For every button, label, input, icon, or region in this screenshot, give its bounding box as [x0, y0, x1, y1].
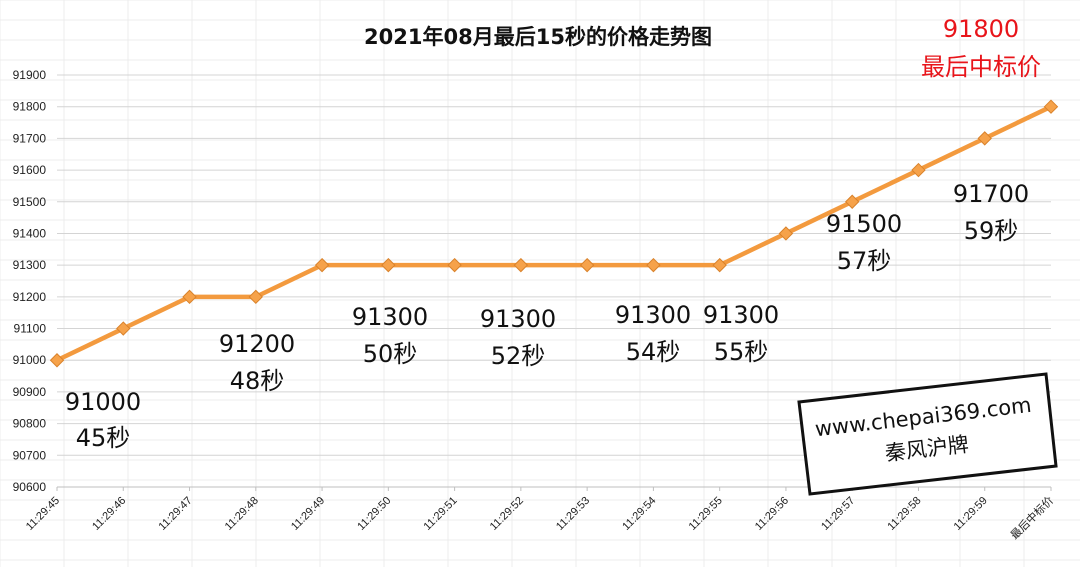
data-point — [513, 257, 529, 273]
annotation-time: 50秒 — [363, 340, 418, 368]
watermark-box — [797, 372, 1058, 496]
data-point — [314, 257, 330, 273]
data-point — [248, 289, 264, 305]
chart-title: 2021年08月最后15秒的价格走势图 — [364, 25, 712, 49]
data-point — [49, 353, 65, 368]
data-point — [182, 289, 197, 305]
y-tick-label: 91300 — [13, 258, 47, 272]
data-point — [1043, 99, 1059, 114]
y-tick-label: 91000 — [13, 353, 47, 367]
annotation-time: 57秒 — [837, 247, 892, 275]
series-line — [56, 104, 1052, 363]
annotation-price: 91800 — [943, 15, 1019, 43]
data-point — [911, 162, 926, 178]
data-point — [447, 257, 462, 273]
y-tick-label: 90600 — [13, 480, 47, 494]
data-point — [712, 257, 727, 273]
annotation-price: 91200 — [219, 330, 295, 358]
y-tick-label: 90900 — [13, 385, 47, 399]
data-point — [579, 257, 595, 273]
annotation-price: 91000 — [65, 388, 141, 416]
annotation-time: 48秒 — [230, 367, 285, 395]
y-tick-label: 91800 — [13, 100, 47, 114]
y-tick-label: 91600 — [13, 163, 47, 177]
annotation-time: 最后中标价 — [921, 53, 1041, 81]
point-annotations: 91000 45秒 91200 48秒 91300 50秒 91300 52秒 91300 54秒… — [65, 15, 1041, 452]
annotation-price: 91300 — [703, 301, 779, 329]
annotation-time: 52秒 — [491, 342, 546, 370]
data-point — [844, 194, 860, 209]
y-tick-label: 91500 — [13, 195, 47, 209]
annotation-time: 54秒 — [626, 338, 681, 366]
data-point — [646, 257, 661, 273]
data-point — [381, 257, 396, 273]
annotation-price: 91300 — [480, 305, 556, 333]
y-axis-ticks: 90600 90700 90800 90900 91000 91100 91200 91300… — [13, 68, 47, 494]
y-tick-label: 90700 — [13, 448, 47, 462]
price-series — [49, 99, 1059, 368]
data-point — [977, 131, 992, 146]
y-tick-label: 91900 — [13, 68, 47, 82]
annotation-time: 59秒 — [964, 217, 1019, 245]
y-tick-label: 91700 — [13, 131, 47, 145]
data-point — [116, 321, 131, 336]
y-tick-label: 91400 — [13, 226, 47, 240]
y-tick-label: 91200 — [13, 290, 47, 304]
data-point — [778, 226, 794, 241]
annotation-price: 91300 — [615, 301, 691, 329]
annotation-price: 91700 — [953, 180, 1029, 208]
annotation-price: 91300 — [352, 303, 428, 331]
annotation-time: 45秒 — [76, 424, 131, 452]
watermark-stamp: www.chepai369.com 秦风沪牌 — [797, 372, 1058, 496]
y-gridlines — [57, 74, 1051, 488]
y-tick-label: 90800 — [13, 417, 47, 431]
annotation-price: 91500 — [826, 210, 902, 238]
annotation-time: 55秒 — [714, 338, 769, 366]
y-tick-label: 91100 — [14, 322, 47, 336]
